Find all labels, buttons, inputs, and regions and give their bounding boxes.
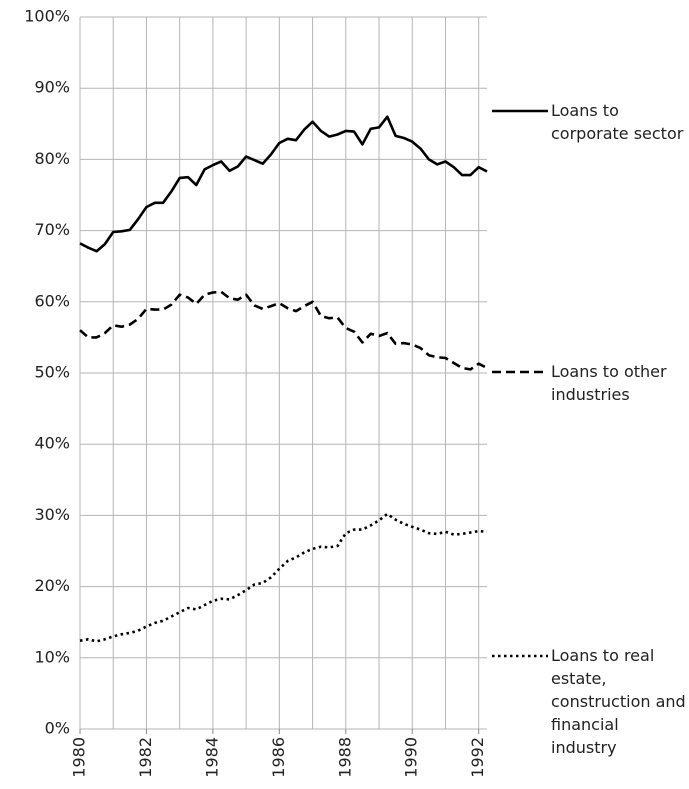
x-tick-label: 1980: [70, 737, 89, 778]
y-tick-label: 50%: [34, 363, 70, 382]
x-tick-label: 1984: [202, 737, 221, 778]
y-tick-label: 20%: [34, 576, 70, 595]
x-tick-label: 1992: [468, 737, 487, 778]
series-line: [79, 290, 488, 371]
x-tick-label: 1988: [335, 737, 354, 778]
legend-label: Loans to other industries: [551, 362, 667, 404]
legend-label: Loans to corporate sector: [551, 101, 684, 143]
y-tick-label: 40%: [34, 434, 70, 453]
series-line: [79, 115, 488, 253]
y-tick-label: 100%: [24, 7, 70, 26]
x-tick-label: 1986: [269, 737, 288, 778]
series-line: [79, 512, 488, 643]
y-tick-label: 0%: [45, 719, 70, 738]
x-tick-label: 1982: [136, 737, 155, 778]
y-tick-label: 80%: [34, 149, 70, 168]
y-tick-label: 10%: [34, 647, 70, 666]
y-tick-label: 90%: [34, 78, 70, 97]
y-tick-label: 60%: [34, 291, 70, 310]
y-tick-label: 30%: [34, 505, 70, 524]
x-tick-label: 1990: [402, 737, 421, 778]
y-tick-label: 70%: [34, 220, 70, 239]
legend-label: Loans to real estate, construction and f…: [551, 646, 686, 757]
